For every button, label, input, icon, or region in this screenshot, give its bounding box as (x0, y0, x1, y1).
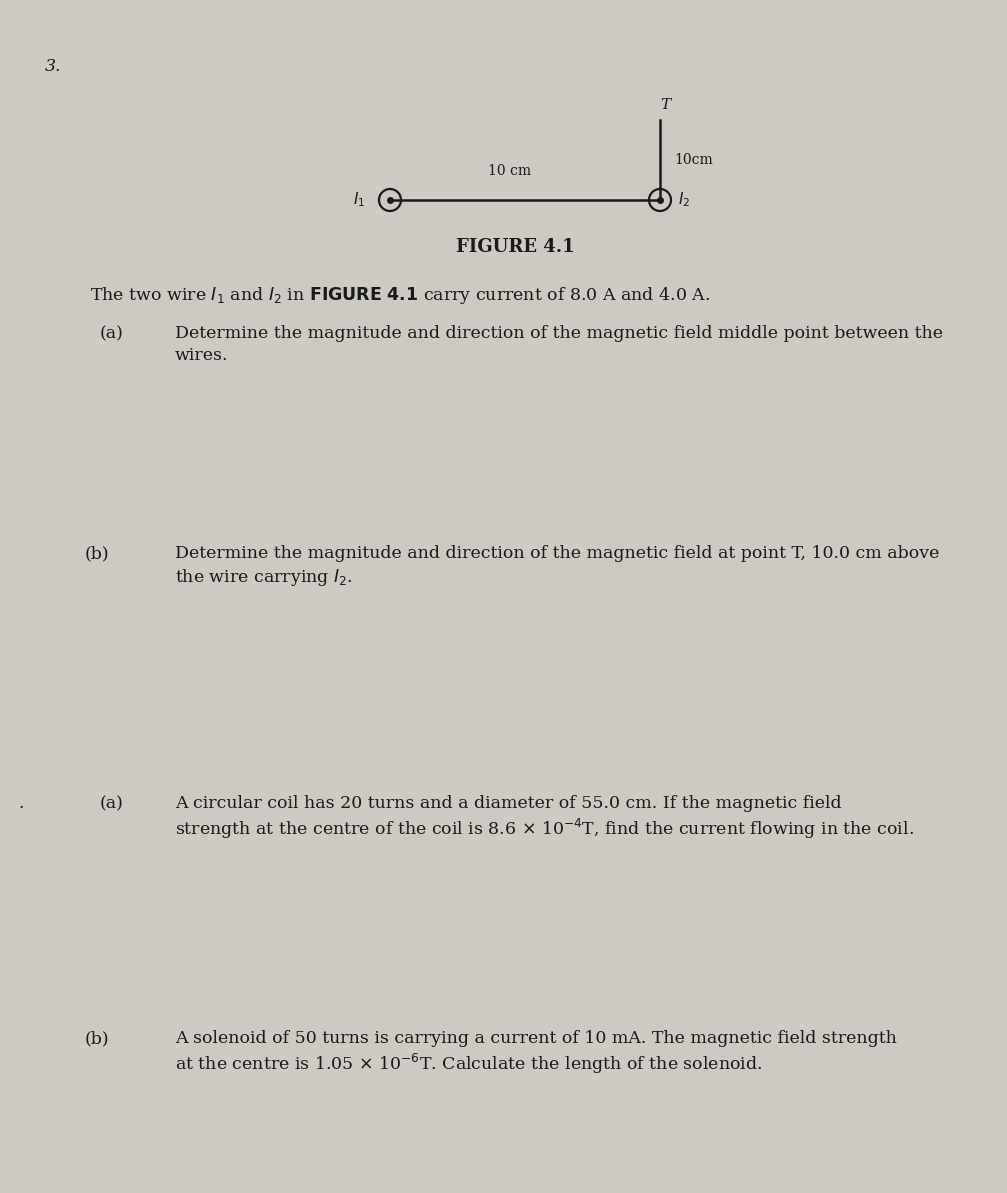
Text: (b): (b) (85, 1030, 110, 1047)
Text: T: T (660, 98, 670, 112)
Text: The two wire $I_1$ and $I_2$ in $\bf{FIGURE\ 4.1}$ carry current of 8.0 A and 4.: The two wire $I_1$ and $I_2$ in $\bf{FIG… (90, 285, 710, 305)
Text: A solenoid of 50 turns is carrying a current of 10 mA. The magnetic field streng: A solenoid of 50 turns is carrying a cur… (175, 1030, 897, 1047)
Text: $I_2$: $I_2$ (678, 191, 690, 209)
Text: $I_1$: $I_1$ (352, 191, 365, 209)
Text: .: . (18, 795, 23, 812)
Text: Determine the magnitude and direction of the magnetic field at point T, 10.0 cm : Determine the magnitude and direction of… (175, 545, 940, 562)
Text: the wire carrying $I_2$.: the wire carrying $I_2$. (175, 567, 352, 588)
Text: (a): (a) (100, 795, 124, 812)
Text: (b): (b) (85, 545, 110, 562)
Text: A circular coil has 20 turns and a diameter of 55.0 cm. If the magnetic field: A circular coil has 20 turns and a diame… (175, 795, 842, 812)
Text: FIGURE 4.1: FIGURE 4.1 (456, 237, 574, 256)
Text: strength at the centre of the coil is 8.6 $\times$ 10$^{-4}$T, find the current : strength at the centre of the coil is 8.… (175, 817, 914, 841)
Text: Determine the magnitude and direction of the magnetic field middle point between: Determine the magnitude and direction of… (175, 324, 943, 342)
Text: wires.: wires. (175, 347, 229, 364)
Text: 10 cm: 10 cm (488, 163, 532, 178)
Text: 3.: 3. (45, 58, 61, 75)
Text: 10cm: 10cm (674, 153, 713, 167)
Text: at the centre is 1.05 $\times$ 10$^{-6}$T. Calculate the length of the solenoid.: at the centre is 1.05 $\times$ 10$^{-6}$… (175, 1052, 762, 1076)
Text: (a): (a) (100, 324, 124, 342)
